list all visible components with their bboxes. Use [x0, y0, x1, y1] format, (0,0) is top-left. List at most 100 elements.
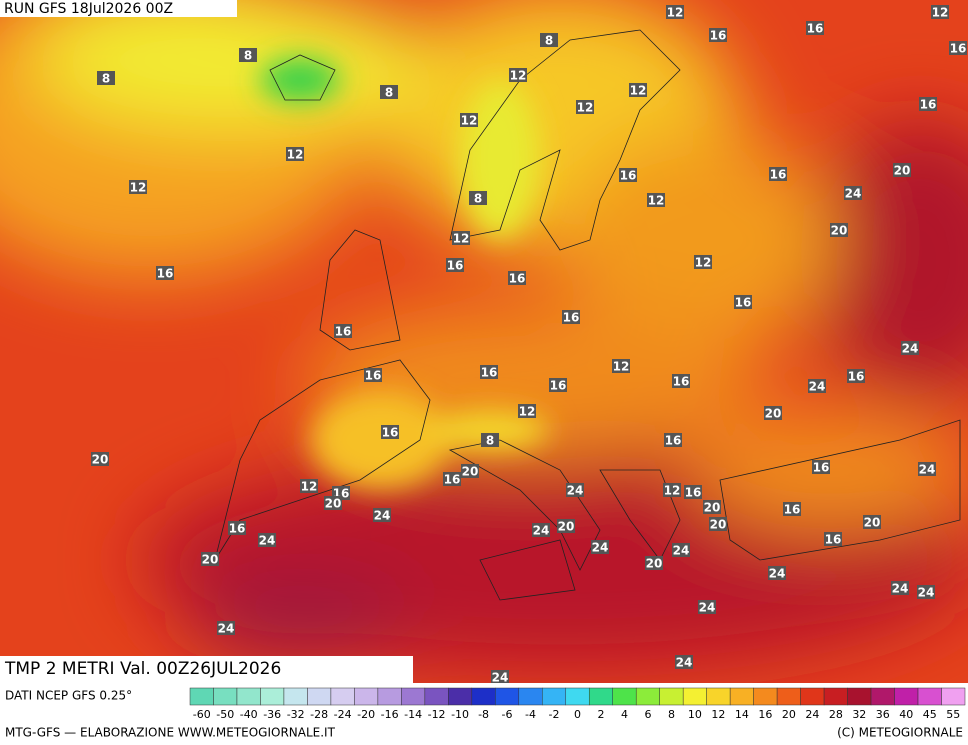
contour-label: 16 — [784, 503, 801, 517]
legend-label: -32 — [287, 708, 305, 721]
contour-label: 16 — [481, 366, 498, 380]
contour-label: 16 — [447, 259, 464, 273]
contour-label-box — [629, 83, 647, 97]
contour-label-box — [830, 223, 848, 237]
contour-label-box — [300, 479, 318, 493]
legend-label: -14 — [404, 708, 422, 721]
contour-label-box — [709, 517, 727, 531]
contour-label-box — [258, 533, 276, 547]
legend-label: -8 — [478, 708, 489, 721]
contour-label: 12 — [664, 484, 681, 498]
contour-label-box — [576, 100, 594, 114]
contour-label: 24 — [919, 463, 936, 477]
contour-label-box — [769, 167, 787, 181]
contour-label-box — [460, 113, 478, 127]
contour-label-box — [949, 41, 967, 55]
contour-label: 12 — [630, 84, 647, 98]
contour-label: 20 — [704, 501, 721, 515]
contour-label-box — [469, 191, 487, 205]
contour-label-box — [380, 85, 398, 99]
contour-label: 24 — [533, 524, 550, 538]
legend-label: 45 — [923, 708, 937, 721]
contour-label: 20 — [646, 557, 663, 571]
contour-label-box — [919, 97, 937, 111]
contour-label: 24 — [699, 601, 716, 615]
run-label: RUN GFS 18Jul2026 00Z — [4, 1, 173, 17]
contour-label: 16 — [550, 379, 567, 393]
legend-label: -28 — [310, 708, 328, 721]
contour-label-box — [709, 28, 727, 42]
legend-label: 14 — [735, 708, 749, 721]
copyright-label: (C) METEOGIORNALE — [837, 726, 963, 740]
contour-label-box — [672, 374, 690, 388]
contour-label-box — [540, 33, 558, 47]
legend-swatch — [260, 687, 285, 706]
contour-label: 24 — [374, 509, 391, 523]
contour-label: 16 — [673, 375, 690, 389]
legend-label: 10 — [688, 708, 702, 721]
contour-label: 12 — [577, 101, 594, 115]
contour-label-box — [446, 258, 464, 272]
contour-label: 16 — [735, 296, 752, 310]
legend-swatch — [894, 687, 919, 706]
legend-label: 40 — [899, 708, 913, 721]
contour-label-box — [452, 231, 470, 245]
legend-label: 24 — [805, 708, 819, 721]
legend-label: -50 — [216, 708, 234, 721]
contour-label: 20 — [710, 518, 727, 532]
contour-label-box — [863, 515, 881, 529]
legend-label: -20 — [357, 708, 375, 721]
source-label: DATI NCEP GFS 0.25° — [5, 689, 132, 703]
contour-label-box — [156, 266, 174, 280]
legend-swatch — [236, 687, 261, 706]
contour-label-box — [645, 556, 663, 570]
contour-label: 8 — [244, 49, 252, 63]
color-legend: -60 -50 -40 -36 -32 -28 -24 -20 -16 -14 -12 -10 -8 -6… — [189, 687, 966, 721]
legend-swatch — [213, 687, 238, 706]
contour-label-box — [480, 365, 498, 379]
contour-label: 24 — [567, 484, 584, 498]
legend-swatch — [377, 687, 402, 706]
legend-swatch — [471, 687, 496, 706]
contour-label-box — [698, 600, 716, 614]
contour-label-box — [508, 271, 526, 285]
contour-label-box — [893, 163, 911, 177]
legend-label: 36 — [876, 708, 890, 721]
contour-label-box — [239, 48, 257, 62]
contour-label: 20 — [831, 224, 848, 238]
legend-label: -24 — [334, 708, 352, 721]
contour-label-box — [381, 425, 399, 439]
contour-label-box — [334, 324, 352, 338]
contour-label-box — [129, 180, 147, 194]
contour-label-box — [703, 500, 721, 514]
contour-label-box — [591, 540, 609, 554]
contour-label: 20 — [202, 553, 219, 567]
contour-label-box — [557, 519, 575, 533]
contour-label-box — [931, 5, 949, 19]
contour-label-box — [783, 502, 801, 516]
contour-label-box — [491, 670, 509, 684]
header-box — [0, 0, 237, 17]
contour-label-box — [694, 255, 712, 269]
legend-label: 28 — [829, 708, 843, 721]
legend-label: 2 — [597, 708, 604, 721]
contour-label-box — [201, 552, 219, 566]
legend-label: 0 — [574, 708, 581, 721]
contour-label: 24 — [592, 541, 609, 555]
contour-label: 24 — [218, 622, 235, 636]
legend-label: -36 — [263, 708, 281, 721]
contour-label: 12 — [510, 69, 527, 83]
contour-label: 20 — [462, 465, 479, 479]
contour-label-box — [647, 193, 665, 207]
contour-label: 16 — [365, 369, 382, 383]
contour-label: 24 — [845, 187, 862, 201]
legend-label: -60 — [193, 708, 211, 721]
legend-label: -4 — [525, 708, 536, 721]
contour-label: 8 — [385, 86, 393, 100]
contour-label: 20 — [558, 520, 575, 534]
legend-swatch — [776, 687, 801, 706]
legend-swatch — [401, 687, 426, 706]
contour-label-box — [324, 496, 342, 510]
legend-label: -12 — [428, 708, 446, 721]
contour-label: 24 — [673, 544, 690, 558]
